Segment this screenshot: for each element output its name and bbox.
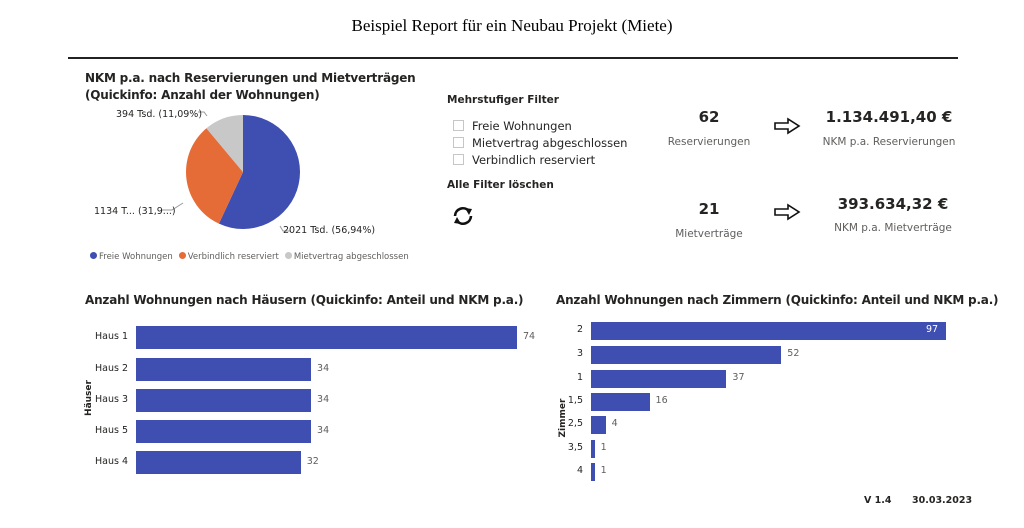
filter-option-reserviert[interactable]: Verbindlich reserviert [453,151,627,168]
bar-Haus 1[interactable] [136,326,517,349]
pie-chart [162,111,300,232]
title-divider [68,57,958,59]
filter-option-mietvertrag[interactable]: Mietvertrag abgeschlossen [453,134,627,151]
haeuser-chart-title: Anzahl Wohnungen nach Häusern (Quickinfo… [85,293,524,307]
legend-item-freie[interactable]: Freie Wohnungen [90,252,173,262]
data-label: 97 [926,324,939,335]
data-label: 4 [611,418,618,429]
pie-label-freie: 2021 Tsd. (56,94%) [283,225,376,236]
bar-1[interactable] [591,370,727,388]
category-label: Haus 2 [95,362,128,374]
report-date: 30.03.2023 [912,495,973,506]
kpi-contracts-label: Mietverträge [675,228,743,240]
category-label: 3,5 [567,442,583,453]
pie-label-reserviert: 1134 T... (31,9...) [94,206,176,217]
pie-chart-subtitle: (Quickinfo: Anzahl der Wohnungen) [85,88,320,102]
data-label: 52 [787,348,800,359]
kpi-contracts-amount: 393.634,32 € [837,195,949,213]
bar-Haus 2[interactable] [136,358,312,381]
data-label: 32 [306,455,319,467]
zimmer-chart-title: Anzahl Wohnungen nach Zimmern (Quickinfo… [556,293,999,307]
report-title: Beispiel Report für ein Neubau Projekt (… [351,16,673,35]
legend-item-mietvertrag[interactable]: Mietvertrag abgeschlossen [284,252,409,262]
pie-leader-line [198,111,208,117]
version-label: V 1.4 [864,495,892,506]
bar-3,5[interactable] [591,440,595,458]
filter-option-freie[interactable]: Freie Wohnungen [453,117,627,134]
kpi-reservations-count: 62 [698,108,720,126]
bar-Haus 3[interactable] [136,389,312,412]
filter-options: Freie Wohnungen Mietvertrag abgeschlosse… [453,117,627,168]
category-label: Haus 3 [95,393,128,405]
category-label: 4 [576,465,583,476]
category-label: Haus 4 [95,455,128,467]
data-label: 34 [317,424,330,436]
data-label: 1 [600,442,607,453]
clear-filters-label: Alle Filter löschen [447,179,554,191]
bar-2[interactable] [591,322,946,340]
pie-chart-title: NKM p.a. nach Reservierungen und Mietver… [85,71,416,85]
pie-label-mietvertrag: 394 Tsd. (11,09%) [116,109,203,120]
bar-Haus 4[interactable] [136,451,301,474]
data-label: 34 [317,362,330,374]
bar-2,5[interactable] [591,416,606,434]
category-label: 2 [576,324,583,335]
kpi-reservations-amount: 1.134.491,40 € [825,108,953,126]
kpi-reservations-label: Reservierungen [667,136,751,148]
category-label: Haus 5 [95,424,128,436]
checkbox[interactable] [453,154,464,165]
category-label: 2,5 [567,418,583,429]
checkbox[interactable] [453,120,464,131]
legend-item-reserviert[interactable]: Verbindlich reserviert [178,252,279,262]
kpi-contracts-amount-label: NKM p.a. Mietverträge [834,222,952,234]
pie-leader-line [279,225,290,232]
pie-legend: Freie Wohnungen Verbindlich reserviert M… [90,252,409,262]
data-label: 74 [523,330,536,342]
pie-slice-2[interactable] [206,115,243,172]
pie-slice-0[interactable] [218,115,300,229]
arrow-right-outline-icon [774,117,801,135]
category-label: 3 [576,348,583,359]
bar-1,5[interactable] [591,393,650,411]
data-label: 16 [655,395,668,406]
category-label: 1,5 [567,395,583,406]
checkbox[interactable] [453,137,464,148]
bar-4[interactable] [591,463,595,481]
pie-leader-line [162,202,184,211]
category-label: 1 [576,372,583,383]
kpi-reservations-amount-label: NKM p.a. Reservierungen [822,136,956,148]
pie-slice-1[interactable] [186,128,243,224]
data-label: 34 [317,393,330,405]
kpi-contracts-count: 21 [698,200,720,218]
bar-Haus 5[interactable] [136,420,312,443]
refresh-icon[interactable] [450,204,476,228]
filter-heading: Mehrstufiger Filter [447,94,559,106]
category-label: Haus 1 [95,330,128,342]
data-label: 37 [732,372,745,383]
arrow-right-outline-icon [774,203,801,221]
data-label: 1 [600,465,607,476]
bar-3[interactable] [591,346,782,364]
